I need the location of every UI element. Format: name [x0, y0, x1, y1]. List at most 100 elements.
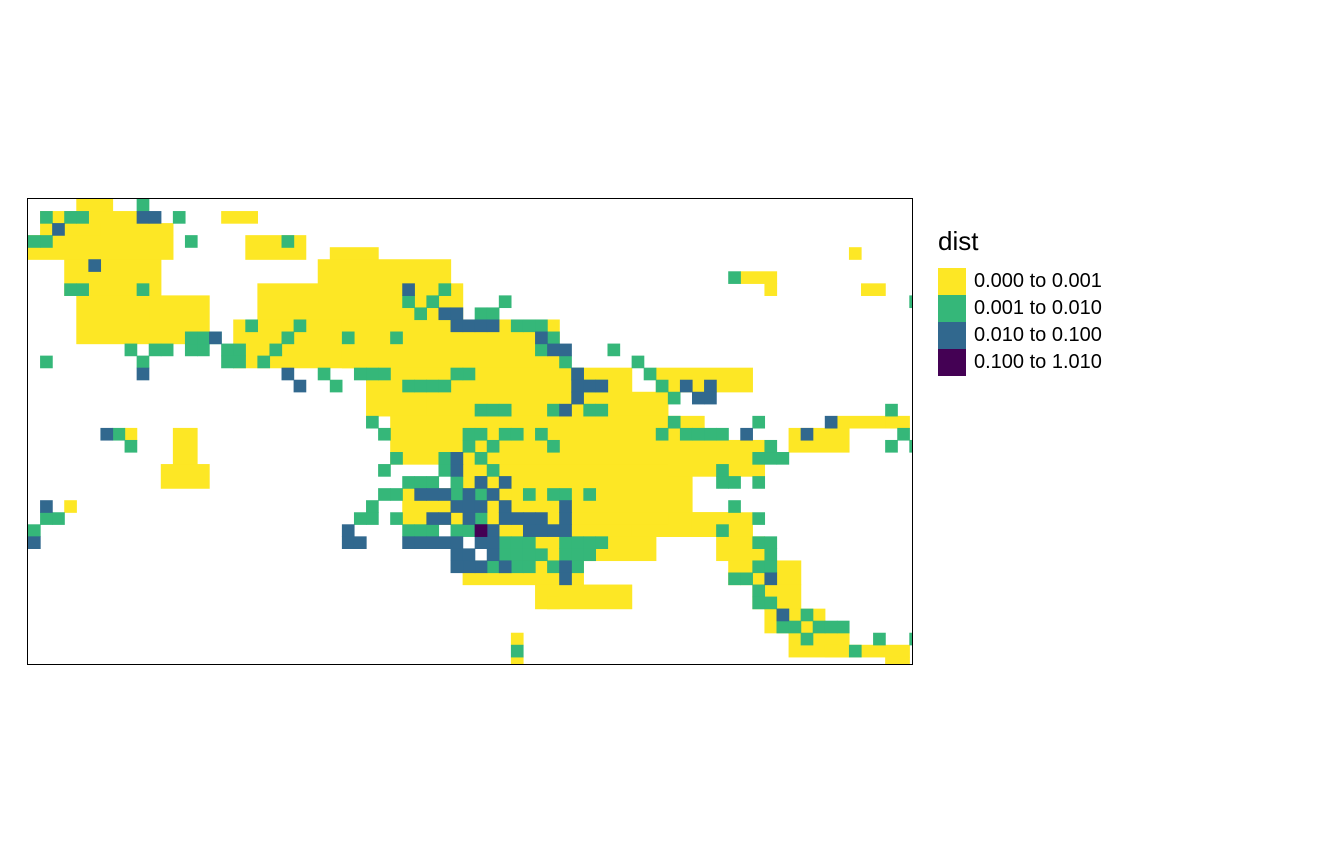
raster-cell-mid: [438, 379, 452, 393]
raster-cell-high: [353, 536, 367, 549]
raster-cell-mid: [184, 343, 198, 357]
raster-cell-mid: [752, 596, 766, 610]
raster-cell-mid: [535, 343, 548, 357]
raster-cell-high: [583, 379, 597, 393]
raster-cell-high: [474, 476, 488, 489]
raster-cell-mid: [643, 367, 657, 381]
raster-cell-high: [522, 512, 536, 525]
raster-cell-mid: [522, 548, 536, 562]
raster-cell-mid: [607, 343, 621, 357]
raster-cell-mid: [716, 524, 729, 537]
raster-cell-mid: [378, 367, 391, 381]
legend-item: 0.001 to 0.010: [938, 295, 1102, 322]
raster-cell-mid: [510, 427, 524, 441]
legend-swatch: [938, 295, 966, 322]
raster-cell-mid: [522, 319, 536, 333]
raster-cell-mid: [764, 596, 778, 610]
raster-cell-high: [281, 367, 295, 381]
raster-cell-mid: [197, 331, 210, 345]
raster-cell-high: [486, 319, 500, 333]
raster-cell-mid: [366, 512, 379, 525]
raster-cell-high: [474, 536, 488, 549]
raster-cell-mid: [450, 488, 464, 501]
raster-cell-mid: [438, 283, 452, 296]
raster-cell-high: [462, 319, 476, 333]
raster-cell-mid: [764, 536, 778, 549]
raster-cell-high: [559, 500, 572, 513]
raster-cell-high: [474, 319, 488, 333]
raster-cell-mid: [40, 512, 53, 525]
raster-cell-mid: [776, 620, 790, 634]
raster-cell-mid: [486, 403, 500, 417]
raster-cell-mid: [269, 343, 283, 357]
raster-cell-mid: [716, 464, 729, 477]
raster-cell-low: [100, 223, 174, 236]
raster-cell-mid: [40, 235, 53, 248]
raster-cell-high: [148, 211, 162, 224]
raster-cell-max: [474, 524, 488, 537]
raster-cell-mid: [28, 235, 41, 248]
raster-cell-low: [571, 512, 669, 525]
raster-cell-mid: [245, 319, 258, 333]
raster-cell-high: [776, 608, 790, 622]
raster-cell-mid: [885, 439, 898, 453]
raster-cell-mid: [728, 572, 741, 586]
raster-cell-mid: [184, 331, 198, 345]
raster-cell-mid: [547, 331, 560, 345]
legend-item: 0.010 to 0.100: [938, 322, 1102, 349]
raster-cell-mid: [64, 211, 77, 224]
raster-cell-mid: [390, 452, 403, 465]
raster-cell-high: [462, 548, 476, 562]
raster-cell-mid: [486, 464, 500, 477]
raster-cell-low: [221, 211, 258, 224]
raster-cell-mid: [317, 367, 331, 381]
raster-cell-mid: [752, 452, 766, 465]
raster-cell-high: [498, 476, 512, 489]
raster-cell-mid: [498, 295, 512, 309]
raster-cell-mid: [426, 476, 440, 489]
raster-cell-mid: [559, 488, 572, 501]
raster-cell-high: [486, 488, 500, 501]
raster-cell-mid: [366, 367, 379, 381]
raster-cell-low: [764, 283, 778, 296]
raster-cell-high: [438, 512, 452, 525]
raster-cell-mid: [752, 512, 766, 525]
raster-cell-mid: [510, 644, 524, 658]
raster-cell-mid: [571, 536, 584, 549]
raster-cell-mid: [764, 548, 778, 562]
raster-cell-high: [595, 379, 609, 393]
raster-cell-high: [450, 452, 464, 465]
raster-cell-mid: [535, 427, 548, 441]
raster-cell-mid: [124, 439, 138, 453]
raster-cell-mid: [426, 379, 440, 393]
raster-cell-high: [559, 572, 572, 586]
raster-cell-mid: [450, 367, 464, 381]
raster-cell-mid: [510, 319, 524, 333]
raster-cell-high: [559, 512, 572, 525]
legend-label: 0.000 to 0.001: [974, 270, 1102, 292]
legend-swatch: [938, 322, 966, 349]
raster-cell-mid: [547, 403, 560, 417]
raster-cell-mid: [595, 403, 609, 417]
raster-cell-low: [172, 427, 198, 465]
raster-cell-mid: [510, 548, 524, 562]
raster-cell-mid: [752, 584, 766, 598]
raster-cell-mid: [378, 488, 391, 501]
legend-label: 0.100 to 1.010: [974, 351, 1102, 373]
raster-cell-mid: [402, 295, 415, 309]
raster-cell-high: [450, 500, 464, 513]
raster-cell-mid: [366, 500, 379, 513]
raster-cell-mid: [329, 379, 343, 393]
raster-cell-high: [426, 488, 440, 501]
raster-cell-high: [547, 343, 560, 357]
legend-title: dist: [938, 226, 979, 256]
raster-cell-mid: [800, 632, 814, 646]
raster-cell-mid: [873, 632, 886, 646]
raster-cell-high: [486, 536, 500, 549]
raster-cell-high: [498, 512, 512, 525]
raster-cell-mid: [631, 355, 645, 369]
raster-cell-high: [426, 512, 440, 525]
raster-cell-mid: [136, 283, 150, 296]
raster-cell-mid: [462, 524, 476, 537]
raster-cell-mid: [535, 548, 548, 562]
